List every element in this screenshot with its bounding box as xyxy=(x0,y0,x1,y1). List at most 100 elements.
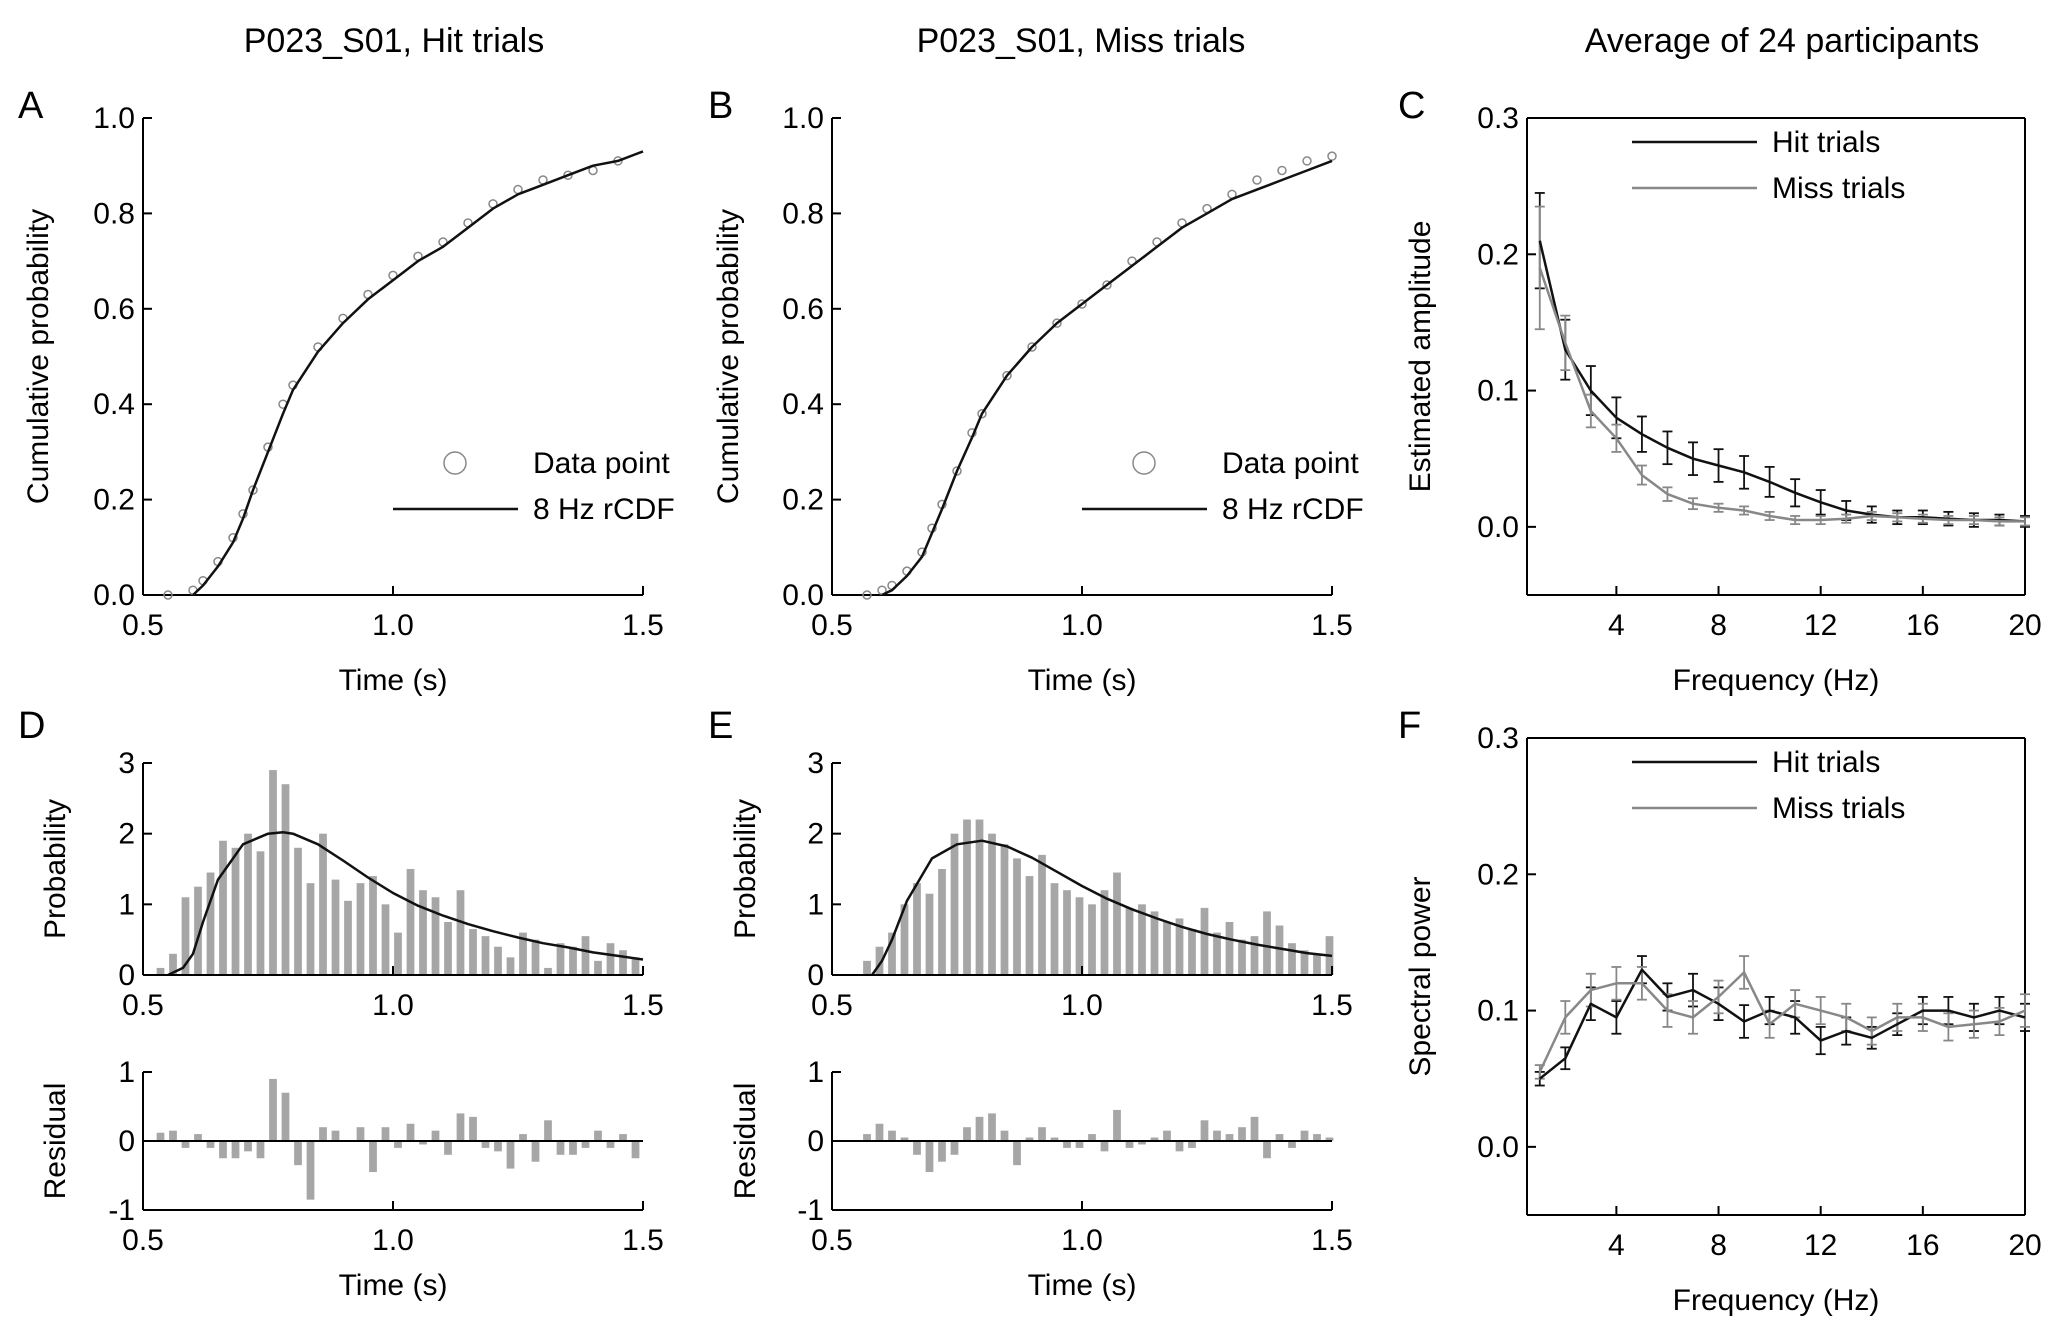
panel-d-residual-bar xyxy=(269,1078,277,1141)
panel-e-residual-bar xyxy=(1063,1141,1071,1148)
panel-d-residual-bar xyxy=(381,1127,390,1141)
panel-d-bar xyxy=(394,932,402,975)
panel-e-residual-bar xyxy=(888,1130,896,1141)
panel-d-residual-bar xyxy=(456,1113,465,1141)
panel-e-residual-bar xyxy=(1225,1134,1234,1141)
panel-e-bar xyxy=(1200,907,1209,975)
panel-b-data-point xyxy=(952,466,962,476)
panel-d-bar xyxy=(519,932,527,975)
panel-b-ytick-label: 0.0 xyxy=(782,579,824,612)
panel-e-fit-curve xyxy=(870,839,1333,976)
panel-d-residual-bar xyxy=(481,1141,490,1148)
panel-e-residual-bar xyxy=(1025,1137,1034,1141)
panel-d-residual-bar xyxy=(156,1132,165,1141)
panel-d-bar xyxy=(369,876,377,975)
panel-e-bar xyxy=(1138,904,1146,975)
panel-e-residual-bar xyxy=(1150,1137,1159,1141)
panel-b-xtick-label: 1.5 xyxy=(1311,609,1353,642)
panel-f-legend-label: Miss trials xyxy=(1772,792,1905,825)
panel-a-ytick-label: 0.8 xyxy=(93,197,135,230)
panel-e-residual-bar xyxy=(975,1116,984,1141)
panel-e-residual-bar xyxy=(988,1113,996,1141)
panel-d-bar xyxy=(481,936,490,975)
title-average: Average of 24 participants xyxy=(1585,22,1979,60)
panel-c-ytick-label: 0.0 xyxy=(1477,511,1519,544)
panel-d-bar xyxy=(181,897,190,975)
panel-b-xtick-label: 1.0 xyxy=(1061,609,1103,642)
panel-d-residual-bar xyxy=(581,1141,590,1148)
panel-a-data-point xyxy=(563,170,573,180)
panel-d-ytick-label: 3 xyxy=(118,747,135,780)
panel-e-residual-bar xyxy=(1050,1137,1059,1141)
panel-b-ytick-label: 0.4 xyxy=(782,388,824,421)
panel-e-bar xyxy=(1063,890,1071,975)
panel-e-xtick-label: 1.0 xyxy=(1061,989,1103,1022)
panel-d-residual-bar xyxy=(281,1092,290,1141)
panel-e-xlabel: Time (s) xyxy=(1028,1269,1137,1302)
panel-e-residual-bar xyxy=(1313,1134,1321,1141)
panel-e-residual-bar xyxy=(1113,1109,1121,1141)
panel-e-residual-bar xyxy=(1138,1141,1146,1145)
panel-d-residual-bar xyxy=(244,1141,252,1152)
panel-e-residual-bar xyxy=(1300,1130,1309,1141)
panel-d-residual-bar xyxy=(256,1141,265,1159)
panel-d-bar xyxy=(506,957,515,975)
panel-e-bar xyxy=(863,960,871,975)
panel-d-bar xyxy=(156,967,165,975)
panel-a-ytick-label: 0.6 xyxy=(93,293,135,326)
panel-e-residual-bar xyxy=(863,1134,871,1141)
panel-e-bar xyxy=(1038,854,1046,975)
panel-d-bar xyxy=(319,833,327,975)
panel-e-bar xyxy=(875,946,884,975)
panel-e-residual-bar xyxy=(1188,1141,1196,1148)
panel-e-residual-bar xyxy=(1175,1141,1184,1152)
panel-d-bar xyxy=(281,784,290,975)
panel-e-bar xyxy=(1100,890,1109,975)
panel-d-bar xyxy=(581,936,590,975)
panel-d-bar xyxy=(206,872,215,975)
panel-a-ytick-label: 0.2 xyxy=(93,484,135,517)
panel-e-residual-bar xyxy=(925,1141,934,1173)
panel-b-data-point xyxy=(1277,165,1287,176)
panel-b-data-point xyxy=(1077,299,1087,309)
panel-d-residual-bar xyxy=(394,1141,402,1148)
panel-b-xtick-label: 0.5 xyxy=(811,609,853,642)
panel-d-xlabel: Time (s) xyxy=(339,1269,448,1302)
panel-e-residual-bar xyxy=(1100,1141,1109,1152)
panel-d-residual-xtick-label: 0.5 xyxy=(122,1224,164,1257)
panel-d-bar xyxy=(244,833,252,975)
panel-e-bar xyxy=(900,904,909,975)
panel-f-xlabel: Frequency (Hz) xyxy=(1673,1284,1880,1317)
panel-b-legend-label: 8 Hz rCDF xyxy=(1222,493,1364,526)
panel-c-xtick-label: 12 xyxy=(1804,609,1837,642)
panel-e-residual-bar xyxy=(1238,1127,1246,1141)
panel-e-bar xyxy=(913,883,921,975)
panel-e-residual-bar xyxy=(1200,1120,1209,1141)
panel-letter-e: E xyxy=(708,705,733,747)
panel-d-residual-bar xyxy=(431,1130,440,1141)
panel-e-bar xyxy=(1225,922,1234,975)
panel-d-bar xyxy=(219,840,227,975)
panel-f-xtick-label: 12 xyxy=(1804,1229,1837,1262)
panel-e-residual-bar xyxy=(913,1141,921,1155)
panel-d-bar xyxy=(594,960,602,975)
panel-a-ytick-label: 1.0 xyxy=(93,102,135,135)
panel-e-residual-bar xyxy=(875,1123,884,1141)
panel-d-ylabel: Probability xyxy=(39,799,72,939)
panel-d-bar xyxy=(556,943,565,975)
panel-d-bar xyxy=(331,879,340,975)
plots-layer: 0.0 0.2 0.4 0.6 0.8 1.0 0.5 1.0 1.5 Time (s) Cumul… xyxy=(22,102,2042,1317)
panel-d-residual-bar xyxy=(169,1130,177,1141)
panel-d-bar xyxy=(256,851,265,975)
panel-e-bar xyxy=(1113,872,1121,975)
panel-d-residual-bar xyxy=(419,1141,427,1145)
panel-a-xlabel: Time (s) xyxy=(339,664,448,697)
panel-c-legend-label: Miss trials xyxy=(1772,172,1905,205)
panel-c-xtick-label: 16 xyxy=(1906,609,1939,642)
panel-d-fit-curve xyxy=(167,831,644,977)
panel-d-bar xyxy=(619,950,627,975)
panel-e-ytick-label: 2 xyxy=(807,818,824,851)
panel-c-xtick-label: 8 xyxy=(1710,609,1727,642)
panel-f-ytick-label: 0.3 xyxy=(1477,722,1519,755)
